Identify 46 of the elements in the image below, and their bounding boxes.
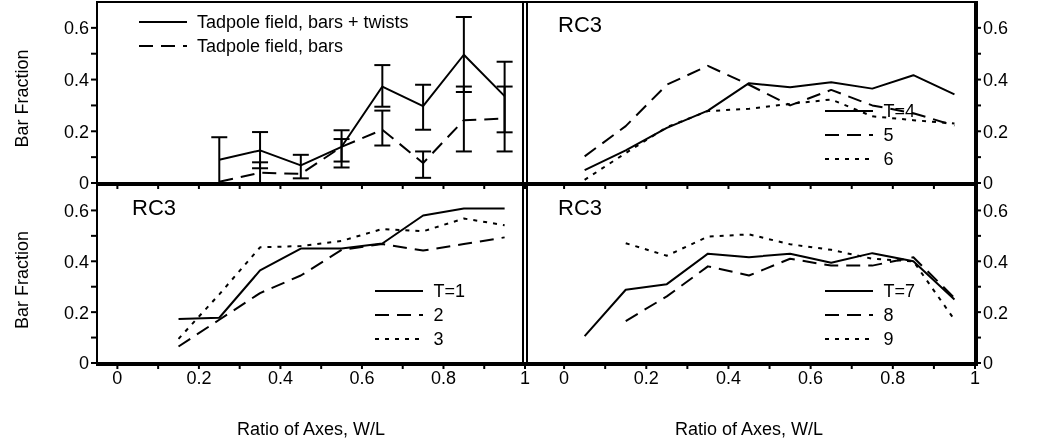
x-tick-label: 0.6 [349, 367, 375, 388]
legend-label: 5 [883, 124, 894, 147]
legend-label: T=7 [883, 280, 915, 303]
y-tick-label: 0.6 [63, 18, 89, 39]
annotation: RC3 [558, 195, 603, 221]
y-axis-title: Bar Fraction [12, 49, 33, 148]
y-tick-label: 0 [78, 353, 89, 374]
y-tick-label: 0 [78, 173, 89, 194]
legend-label: Tadpole field, bars + twists [197, 11, 409, 34]
legend-label: T=4 [883, 100, 915, 123]
y-tick-label: 0.2 [63, 121, 89, 142]
legend-label: 9 [883, 328, 894, 351]
y-tick-label: 0.2 [63, 302, 89, 323]
y-tick-label: 0.2 [983, 302, 1009, 323]
y-tick-label: 0.6 [63, 200, 89, 221]
x-tick-label: 0.4 [715, 367, 741, 388]
annotation: RC3 [132, 195, 177, 221]
y-tick-label: 0 [983, 173, 994, 194]
legend-label: 2 [433, 304, 444, 327]
legend-label: 3 [433, 328, 444, 351]
x-tick-label: 0.4 [267, 367, 293, 388]
y-tick-label: 0.6 [983, 18, 1009, 39]
legend-label: 8 [883, 304, 894, 327]
y-tick-label: 0 [983, 353, 994, 374]
x-tick-label: 1 [969, 367, 981, 388]
x-tick-label: 0.2 [186, 367, 212, 388]
x-tick-label: 0.8 [880, 367, 906, 388]
y-tick-label: 0.6 [983, 200, 1009, 221]
legend-label: T=1 [433, 280, 465, 303]
annotation: RC3 [558, 12, 603, 38]
x-axis-title: Ratio of Axes, W/L [674, 419, 824, 439]
y-tick-label: 0.2 [983, 121, 1009, 142]
y-tick-label: 0.4 [63, 69, 89, 90]
x-axis-title: Ratio of Axes, W/L [236, 419, 386, 439]
x-tick-label: 1 [519, 367, 531, 388]
x-tick-label: 0.2 [633, 367, 659, 388]
legend-label: Tadpole field, bars [197, 35, 344, 58]
y-tick-label: 0.4 [983, 251, 1009, 272]
x-tick-label: 0 [112, 367, 123, 388]
x-tick-label: 0.8 [430, 367, 456, 388]
y-axis-title: Bar Fraction [12, 230, 33, 329]
y-tick-label: 0.4 [983, 69, 1009, 90]
x-tick-label: 0 [559, 367, 570, 388]
y-tick-label: 0.4 [63, 251, 89, 272]
x-tick-label: 0.6 [798, 367, 824, 388]
legend-label: 6 [883, 148, 894, 171]
